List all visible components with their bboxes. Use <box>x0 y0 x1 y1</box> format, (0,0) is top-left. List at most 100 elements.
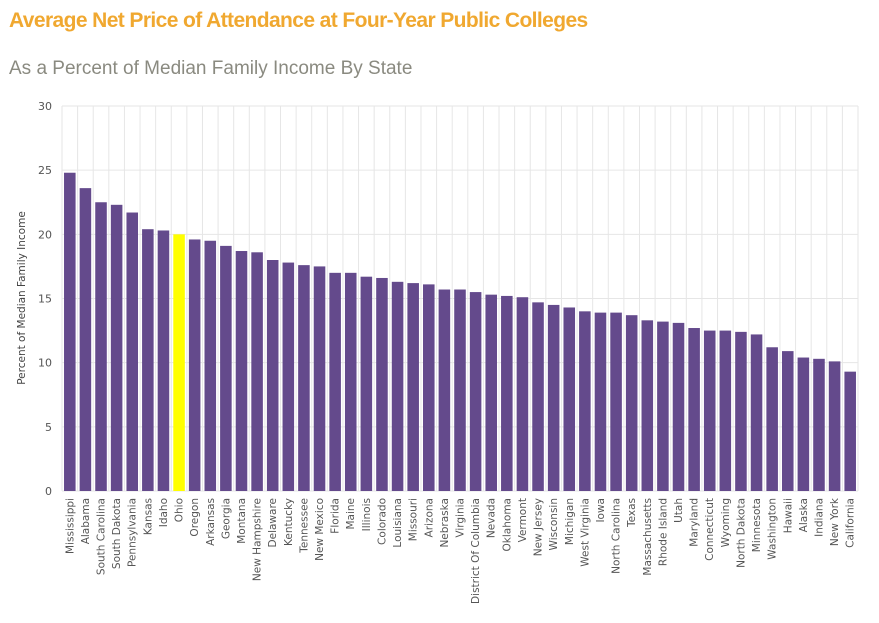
bar[interactable]: Georgia: 19.1 <box>220 245 232 491</box>
bar[interactable]: Maryland: 12.7 <box>688 328 700 491</box>
bar[interactable]: Connecticut: 12.5 <box>703 330 716 491</box>
x-tick-label: New Mexico <box>314 498 326 561</box>
x-tick-label: Delaware <box>267 498 279 547</box>
x-tick-label: New York <box>829 497 841 546</box>
x-tick-label: South Carolina <box>96 498 108 575</box>
bar[interactable]: Nevada: 15.3 <box>485 294 497 491</box>
bar[interactable]: North Dakota: 12.4 <box>735 331 747 491</box>
x-tick-label: Kansas <box>142 498 154 535</box>
x-tick-label: Colorado <box>376 498 388 545</box>
bar[interactable]: Utah: 13.1 <box>672 322 685 491</box>
bar[interactable]: New Jersey: 14.7 <box>532 302 544 491</box>
bar[interactable]: Arizona: 16.1 <box>423 284 435 491</box>
bar[interactable]: Iowa: 13.9 <box>594 312 607 491</box>
bar[interactable]: Mississippi: 24.8 <box>64 172 76 491</box>
bar[interactable]: Alaska: 10.4 <box>797 357 810 491</box>
x-tick-label: Hawaii <box>782 498 794 533</box>
y-axis: 0 5 10 15 20 25 30 <box>38 100 52 498</box>
x-tick-label: Kentucky <box>283 498 295 546</box>
bar[interactable]: New Mexico: 17.5 <box>313 266 326 491</box>
bar[interactable]: Arkansas: 19.5 <box>204 240 217 491</box>
x-axis: Mississippi Alabama South Carolina South Da… <box>64 497 856 604</box>
x-tick-label: Rhode Island <box>657 498 669 566</box>
bar[interactable]: South Dakota: 22.3 <box>110 204 123 492</box>
bar[interactable]: New Hampshire: 18.6 <box>251 252 263 491</box>
bar[interactable]: New York: 10.1 <box>828 361 841 491</box>
y-tick-label: 25 <box>38 164 52 177</box>
bar[interactable]: District Of Columbia: 15.5 <box>469 292 482 491</box>
x-tick-label: Washington <box>767 498 779 560</box>
x-tick-label: Wyoming <box>720 498 732 547</box>
chart-title: Average Net Price of Attendance at Four-… <box>9 9 588 32</box>
x-tick-label: Maine <box>345 498 357 530</box>
bar[interactable]: Texas: 13.7 <box>625 315 638 491</box>
bar[interactable]: Montana: 18.7 <box>235 251 248 491</box>
bar[interactable]: Michigan: 14.3 <box>563 307 576 491</box>
bar[interactable]: Pennsylvania: 21.7 <box>126 212 139 491</box>
x-tick-label: Maryland <box>689 498 701 547</box>
y-tick-label: 5 <box>45 421 52 434</box>
x-tick-label: Louisiana <box>392 498 404 548</box>
bar[interactable]: Washington: 11.2 <box>766 347 778 491</box>
y-tick-label: 30 <box>38 100 52 113</box>
bar[interactable]: Missouri: 16.2 <box>407 283 419 491</box>
bar[interactable]: Maine: 17 <box>344 272 357 491</box>
x-tick-label: Michigan <box>564 498 576 545</box>
x-tick-label: Montana <box>236 498 248 544</box>
bar[interactable]: Ohio: 20 <box>173 234 185 492</box>
x-tick-label: Arkansas <box>205 498 217 546</box>
bar[interactable]: Wyoming: 12.5 <box>719 330 732 491</box>
y-tick-label: 20 <box>38 228 52 241</box>
x-tick-label: Tennessee <box>298 498 310 554</box>
bar[interactable]: Alabama: 23.6 <box>79 188 92 491</box>
bar[interactable]: Oklahoma: 15.2 <box>501 295 513 491</box>
x-tick-label: Georgia <box>220 498 232 539</box>
x-tick-label: Virginia <box>455 498 467 538</box>
bar[interactable]: South Carolina: 22.5 <box>95 202 107 491</box>
x-tick-label: Nevada <box>486 498 498 538</box>
bar[interactable]: Tennessee: 17.6 <box>298 265 310 491</box>
bar[interactable]: Rhode Island: 13.2 <box>657 321 669 491</box>
bar[interactable]: Wisconsin: 14.5 <box>547 304 560 491</box>
y-tick-label: 15 <box>38 293 52 306</box>
bar[interactable]: Kansas: 20.4 <box>142 229 154 491</box>
bar[interactable]: Indiana: 10.3 <box>813 358 825 491</box>
bar[interactable]: Kentucky: 17.8 <box>282 262 295 491</box>
bar[interactable]: Louisiana: 16.3 <box>391 281 404 491</box>
x-tick-label: Indiana <box>813 498 825 537</box>
bar[interactable]: Oregon: 19.6 <box>188 239 201 491</box>
y-tick-label: 10 <box>38 357 52 370</box>
x-tick-label: Wisconsin <box>548 498 560 550</box>
y-tick-label: 0 <box>45 485 52 498</box>
x-tick-label: Alaska <box>798 498 810 532</box>
x-tick-label: Florida <box>330 498 342 534</box>
bar[interactable]: Colorado: 16.6 <box>376 277 388 491</box>
bar[interactable]: Virginia: 15.7 <box>454 289 466 491</box>
bar[interactable]: Florida: 17 <box>329 272 341 491</box>
bar[interactable]: Illinois: 16.7 <box>360 276 373 491</box>
bar[interactable]: North Carolina: 13.9 <box>610 312 622 491</box>
x-tick-label: North Dakota <box>735 498 747 568</box>
bar[interactable]: Massachusetts: 13.3 <box>641 320 654 491</box>
bar[interactable]: Idaho: 20.3 <box>157 230 170 491</box>
x-tick-label: Utah <box>673 498 685 523</box>
bar[interactable]: California: 9.3 <box>844 371 856 491</box>
x-tick-label: Vermont <box>517 498 529 542</box>
x-tick-label: Nebraska <box>439 498 451 548</box>
x-tick-label: Oklahoma <box>501 498 513 551</box>
x-tick-label: Alabama <box>80 498 92 544</box>
bar[interactable]: Minnesota: 12.2 <box>750 334 763 491</box>
x-tick-label: Minnesota <box>751 498 763 552</box>
bar[interactable]: West Virginia: 14 <box>579 311 591 491</box>
x-tick-label: North Carolina <box>611 498 623 574</box>
x-tick-label: District Of Columbia <box>470 498 482 604</box>
x-tick-label: South Dakota <box>111 498 123 569</box>
bar[interactable]: Nebraska: 15.7 <box>438 289 451 491</box>
x-tick-label: New Jersey <box>533 498 545 556</box>
x-tick-label: Massachusetts <box>642 498 654 576</box>
x-tick-label: Missouri <box>408 498 420 541</box>
bar[interactable]: Vermont: 15.1 <box>516 297 529 491</box>
bar[interactable]: Delaware: 18 <box>266 260 279 491</box>
bar[interactable]: Hawaii: 10.9 <box>781 351 794 491</box>
